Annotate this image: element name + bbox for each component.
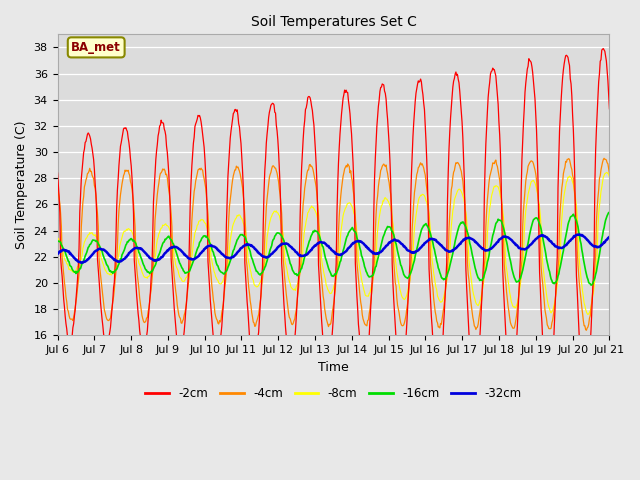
Legend: -2cm, -4cm, -8cm, -16cm, -32cm: -2cm, -4cm, -8cm, -16cm, -32cm xyxy=(141,382,526,405)
X-axis label: Time: Time xyxy=(318,360,349,373)
Text: BA_met: BA_met xyxy=(71,41,121,54)
Title: Soil Temperatures Set C: Soil Temperatures Set C xyxy=(250,15,417,29)
Y-axis label: Soil Temperature (C): Soil Temperature (C) xyxy=(15,120,28,249)
